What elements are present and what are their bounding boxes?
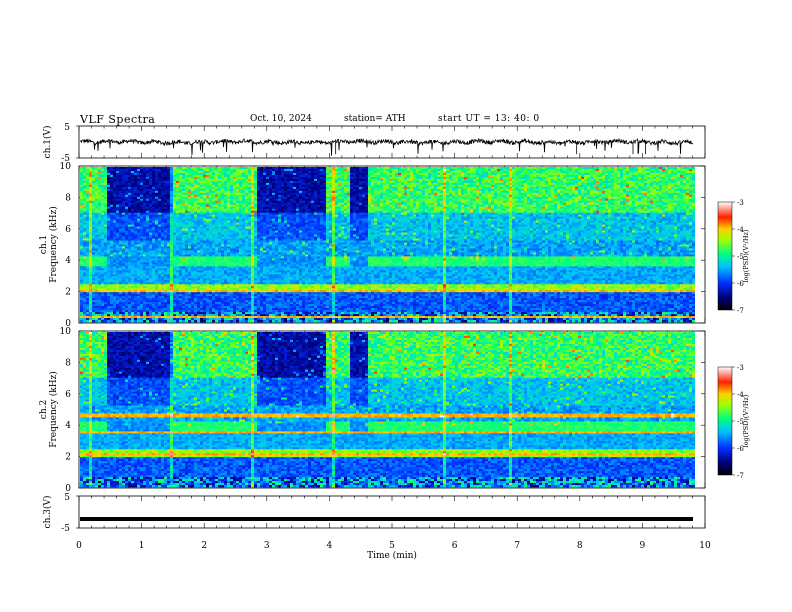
- ch3-ytick-top: 5: [64, 493, 70, 503]
- x-tick-6: 6: [452, 541, 458, 551]
- x-tick-0: 0: [76, 541, 82, 551]
- ch1-spectrogram-colorbar: [718, 202, 732, 310]
- ch2-spectrogram-colorbar-label: log(PSD)(V²/Hz): [742, 394, 750, 447]
- ch1-spectrogram-ytick-4: 4: [65, 256, 71, 266]
- ch2-spectrogram-colorbar-tick: -3: [737, 364, 744, 372]
- ch1-waveform-line: [80, 139, 693, 156]
- ch1-spectrogram-colorbar-tick: -7: [737, 307, 744, 315]
- x-tick-10: 10: [699, 541, 711, 551]
- x-tick-7: 7: [514, 541, 520, 551]
- ch1-ylabel: ch.1(V): [42, 126, 53, 159]
- ch1-spectrogram-raster: [80, 167, 695, 322]
- ch2-spectrogram-ytick-10: 10: [60, 327, 72, 337]
- ch1-spectrogram-ytick-6: 6: [65, 225, 71, 235]
- ch2-spectrogram-colorbar: [718, 367, 732, 475]
- ch1-spectrogram-ytick-2: 2: [65, 288, 71, 298]
- ch2-spectrogram-ytick-4: 4: [65, 421, 71, 431]
- x-tick-2: 2: [201, 541, 207, 551]
- ch3-ylabel: ch.3(V): [42, 496, 53, 529]
- x-tick-4: 4: [327, 541, 333, 551]
- x-tick-9: 9: [640, 541, 646, 551]
- x-tick-5: 5: [389, 541, 395, 551]
- ch1-spectrogram-ytick-8: 8: [65, 193, 71, 203]
- ch2-spectrogram-ylabel: ch.2Frequency (kHz): [39, 371, 59, 448]
- x-tick-3: 3: [264, 541, 270, 551]
- ch2-spectrogram-raster: [80, 332, 695, 487]
- ch2-spectrogram-colorbar-tick: -7: [737, 472, 744, 480]
- ch3-ytick-bottom: -5: [61, 524, 70, 534]
- ch2-spectrogram-ytick-2: 2: [65, 453, 71, 463]
- ch2-spectrogram-ytick-6: 6: [65, 390, 71, 400]
- x-tick-1: 1: [139, 541, 145, 551]
- ch1-spectrogram-ylabel: ch.1Frequency (kHz): [39, 206, 59, 283]
- ch2-spectrogram-ytick-8: 8: [65, 358, 71, 368]
- ch1-spectrogram-colorbar-label: log(PSD)(V²/Hz): [742, 229, 750, 282]
- ch1-ytick-top: 5: [64, 123, 70, 133]
- x-axis-label: Time (min): [367, 550, 417, 561]
- x-tick-8: 8: [577, 541, 583, 551]
- ch1-spectrogram-ytick-10: 10: [60, 162, 72, 172]
- ch1-spectrogram-colorbar-tick: -3: [737, 199, 744, 207]
